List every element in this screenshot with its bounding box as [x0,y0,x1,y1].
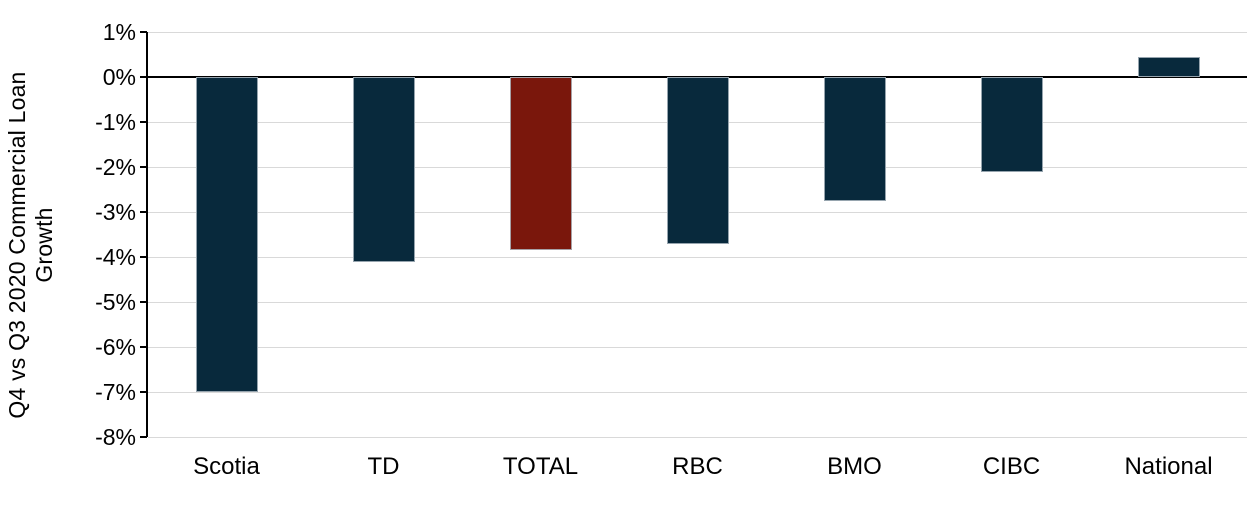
y-tick-mark [140,31,147,33]
y-tick-label: -3% [95,199,136,225]
y-tick-mark [140,166,147,168]
y-tick-label: -5% [95,289,136,315]
y-tick-label: -1% [95,109,136,135]
y-tick-mark [140,211,147,213]
y-tick-label: -8% [95,424,136,450]
gridline [148,391,1247,393]
bar-scotia [195,77,258,392]
bar-rbc [666,77,729,244]
y-axis-line [146,32,148,437]
y-tick-mark [140,391,147,393]
x-label-national: National [1124,453,1213,480]
gridline [148,256,1247,258]
gridline [148,436,1247,438]
y-tick-mark [140,301,147,303]
y-tick-label: -6% [95,334,136,360]
x-label-bmo: BMO [827,453,882,480]
x-label-td: TD [367,453,400,480]
y-tick-label: -4% [95,244,136,270]
y-tick-mark [140,436,147,438]
bar-td [352,77,415,262]
y-tick-label: -2% [95,154,136,180]
y-tick-mark [140,121,147,123]
x-label-scotia: Scotia [193,453,260,480]
bar-cibc [980,77,1043,172]
x-label-total: TOTAL [502,453,579,480]
y-axis-title: Q4 vs Q3 2020 Commercial Loan Growth [4,71,57,419]
x-label-cibc: CIBC [982,453,1041,480]
y-tick-mark [140,76,147,78]
y-tick-label: -7% [95,379,136,405]
y-tick-mark [140,256,147,258]
gridline [148,31,1247,33]
y-tick-label: 1% [102,19,136,45]
plot-area [148,31,1247,438]
gridline [148,346,1247,348]
bar-total [509,77,572,251]
bar-bmo [823,77,886,201]
y-tick-mark [140,346,147,348]
x-label-rbc: RBC [672,453,723,480]
y-tick-label: 0% [102,64,136,90]
gridline [148,301,1247,303]
bar-national [1137,56,1200,77]
